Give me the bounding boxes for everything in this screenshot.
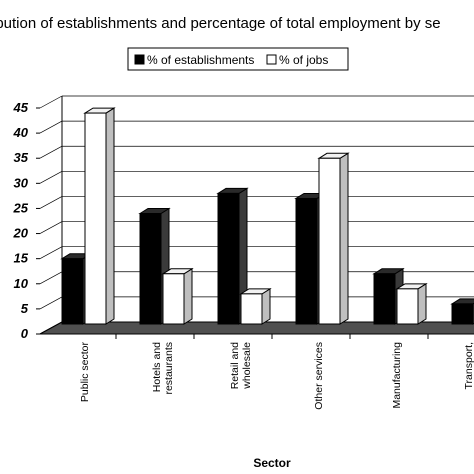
bar (450, 298, 474, 325)
gridline-side (39, 196, 63, 209)
x-axis-label: Sector (253, 456, 291, 470)
legend: % of establishments % of jobs (127, 47, 349, 71)
gridline-side (39, 171, 63, 184)
bar-front (217, 192, 240, 325)
x-tick-label-line: Other services (313, 342, 325, 410)
y-tick-label: 35 (14, 150, 29, 165)
bar-front (451, 303, 474, 325)
x-tick-label: Transport,storage and (463, 342, 474, 398)
x-tick-label-line: Manufacturing (391, 342, 403, 409)
x-tick-label: Other services (313, 342, 325, 410)
gridline-side (39, 95, 63, 109)
gridline-side (39, 296, 63, 310)
bar (216, 187, 249, 325)
bar-side (261, 287, 271, 325)
x-tick-label-line: wholesale (241, 342, 253, 390)
x-tick-label: Retail andwholesale (229, 342, 253, 390)
bar-front (162, 273, 185, 325)
y-tick-label: 20 (13, 226, 29, 241)
legend-label: % of establishments (147, 53, 254, 67)
gridline-side (39, 221, 63, 234)
y-tick-label: 30 (14, 175, 29, 190)
chart-title: ibution of establishments and percentage… (0, 15, 441, 32)
gridline-side (39, 120, 63, 134)
legend-swatch (134, 54, 145, 65)
y-tick-label: 0 (21, 326, 29, 341)
gridline-side (39, 145, 63, 159)
bar-front (318, 157, 341, 325)
bar-side (417, 282, 427, 325)
bar-front (61, 258, 84, 325)
y-tick-label: 15 (14, 251, 29, 266)
bar (161, 267, 194, 325)
y-tick-label: 45 (13, 100, 29, 115)
legend-label: % of jobs (279, 53, 328, 67)
gridline-side (39, 271, 63, 285)
bar-side (183, 267, 193, 325)
y-tick-label: 5 (21, 301, 29, 316)
bar (83, 107, 116, 325)
bar (395, 282, 428, 325)
x-tick-label-line: Transport, (463, 342, 474, 389)
x-tick-label-line: Public sector (79, 341, 91, 402)
x-tick-label: Public sector (79, 341, 91, 402)
plot-area: 0 5 10 15 20 25 30 35 40 45 Public sector Hotels an… (13, 95, 474, 410)
bar-side (105, 107, 115, 325)
x-tick-label-line: Retail and (229, 342, 241, 389)
bar-front (139, 213, 162, 325)
x-tick-label-line: Hotels and (151, 342, 163, 392)
x-tick-label: Manufacturing (391, 342, 403, 409)
bar-front (84, 112, 107, 325)
bar-front (295, 197, 318, 325)
bar-side (339, 152, 349, 325)
bar (372, 267, 405, 325)
y-tick-label: 25 (13, 200, 29, 215)
x-tick-label-line: restaurants (163, 342, 175, 395)
y-tick-label: 10 (14, 276, 29, 291)
gridline-side (39, 246, 63, 259)
legend-swatch (266, 54, 277, 65)
bar (239, 287, 272, 325)
y-tick-label: 40 (13, 125, 29, 140)
bar (138, 207, 171, 325)
x-tick-label: Hotels andrestaurants (151, 342, 175, 395)
bar (317, 152, 350, 325)
bar-front (240, 293, 263, 325)
bar-top (450, 298, 474, 305)
legend-box (127, 47, 349, 71)
bar-front (396, 288, 419, 325)
bar-front (373, 273, 396, 325)
